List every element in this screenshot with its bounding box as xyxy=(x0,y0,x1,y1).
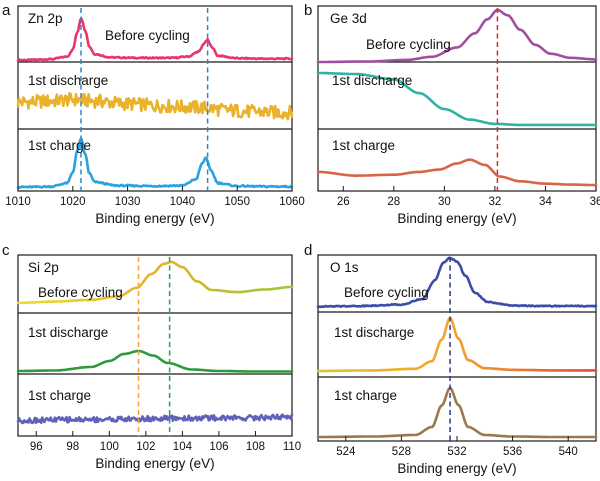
trace-label: 1st charge xyxy=(334,388,397,403)
panel-a: a Zn 2p Before cycling 1st discharge 1st cha… xyxy=(2,2,305,226)
trace-label: 1st discharge xyxy=(28,73,108,88)
x-tick-label: 104 xyxy=(173,441,193,453)
x-tick-label: 524 xyxy=(336,446,356,458)
x-axis-label: Binding energy (eV) xyxy=(397,211,516,226)
panel-letter: b xyxy=(304,2,312,19)
trace-label: 1st charge xyxy=(28,388,91,403)
x-tick-label: 1030 xyxy=(115,196,141,208)
x-tick-label: 532 xyxy=(447,446,466,458)
panel-letter: c xyxy=(2,242,10,259)
spectrum-1st-charge xyxy=(316,386,598,439)
trace-label: Before cycling xyxy=(105,28,190,43)
x-tick-label: 1010 xyxy=(5,196,31,208)
x-tick-label: 34 xyxy=(539,196,552,208)
x-tick-label: 26 xyxy=(337,196,350,208)
element-label: Zn 2p xyxy=(28,11,63,26)
panel-letter: a xyxy=(2,2,11,19)
spectrum-1st-charge xyxy=(16,413,294,425)
trace-label: Before cycling xyxy=(344,285,429,300)
spectrum-before-cycling xyxy=(16,260,294,305)
x-tick-label: 528 xyxy=(392,446,411,458)
element-label: O 1s xyxy=(330,260,359,275)
x-tick-label: 108 xyxy=(246,441,265,453)
trace-label: Before cycling xyxy=(366,37,451,52)
panel-frame xyxy=(17,254,293,437)
spectrum-before-cycling xyxy=(316,8,598,64)
x-tick-label: 102 xyxy=(136,441,155,453)
x-tick-label: 1060 xyxy=(279,196,305,208)
spectrum-1st-discharge xyxy=(16,91,294,121)
panel-frame xyxy=(317,5,597,192)
x-tick-label: 28 xyxy=(387,196,400,208)
x-tick-label: 32 xyxy=(489,196,502,208)
x-tick-label: 1040 xyxy=(170,196,196,208)
element-label: Si 2p xyxy=(28,260,59,275)
panel-d: d O 1s Before cycling 1st discharge 1st char… xyxy=(304,242,598,476)
x-axis-label: Binding energy (eV) xyxy=(95,211,214,226)
x-tick-label: 96 xyxy=(30,441,43,453)
x-tick-label: 536 xyxy=(503,446,522,458)
panel-letter: d xyxy=(304,242,312,259)
trace-label: Before cycling xyxy=(38,285,123,300)
x-tick-label: 30 xyxy=(438,196,451,208)
element-label: Ge 3d xyxy=(330,11,367,26)
x-tick-label: 100 xyxy=(100,441,119,453)
spectrum-1st-discharge xyxy=(16,349,294,373)
spectrum-before-cycling xyxy=(16,17,294,62)
x-tick-label: 1050 xyxy=(224,196,250,208)
x-tick-label: 106 xyxy=(209,441,228,453)
x-tick-label: 98 xyxy=(66,441,79,453)
x-tick-label: 110 xyxy=(283,441,301,453)
spectrum-1st-charge xyxy=(16,137,294,189)
spectrum-before-cycling xyxy=(316,256,598,309)
x-tick-label: 36 xyxy=(590,196,600,208)
trace-label: 1st discharge xyxy=(332,73,412,88)
panel-c: c Si 2p Before cycling 1st discharge 1st cha… xyxy=(2,242,301,471)
spectrum-1st-charge xyxy=(316,158,598,187)
panel-frame xyxy=(317,254,597,442)
x-tick-label: 540 xyxy=(559,446,578,458)
trace-label: 1st charge xyxy=(332,138,395,153)
spectrum-1st-discharge xyxy=(316,316,598,373)
trace-label: 1st charge xyxy=(28,138,91,153)
x-axis-label: Binding energy (eV) xyxy=(397,461,516,476)
spectrum-1st-discharge xyxy=(316,71,598,127)
x-axis-label: Binding energy (eV) xyxy=(95,456,214,471)
trace-label: 1st discharge xyxy=(334,325,414,340)
panel-b: b Ge 3d Before cycling 1st discharge 1st cha… xyxy=(304,2,600,226)
trace-label: 1st discharge xyxy=(28,325,108,340)
x-tick-label: 1020 xyxy=(60,196,86,208)
